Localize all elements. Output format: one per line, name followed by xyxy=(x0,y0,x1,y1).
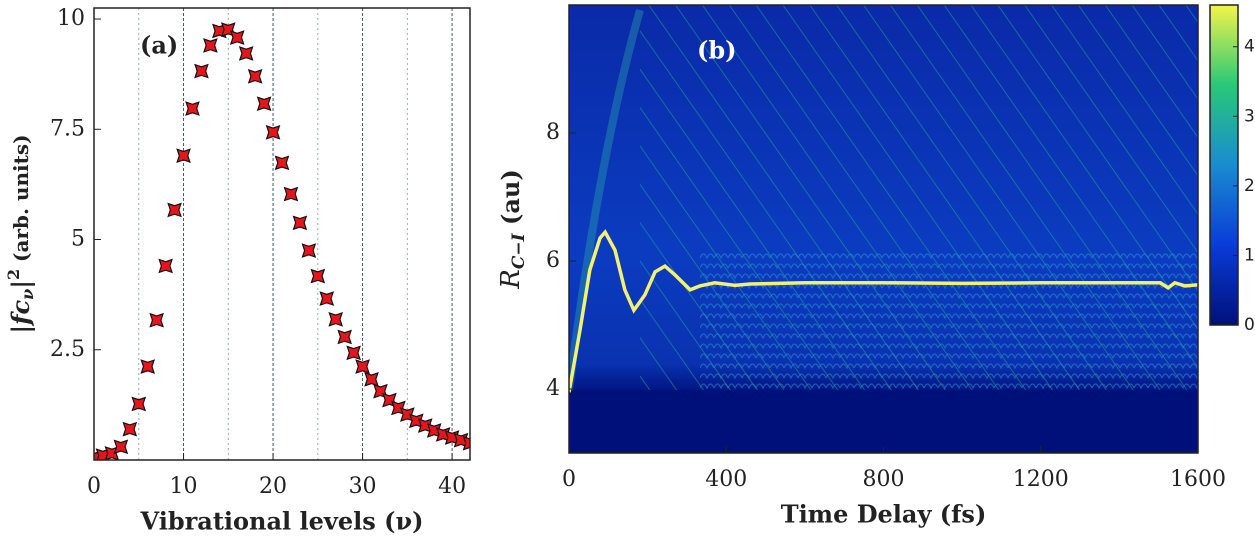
colorbar xyxy=(1209,4,1239,326)
y-axis-title: |fcν|2 (arb. units) xyxy=(4,134,37,333)
data-point xyxy=(185,101,200,116)
label-part: R xyxy=(496,269,526,290)
colorbar-tick-label: 2 xyxy=(1244,176,1255,196)
data-point xyxy=(346,345,361,361)
data-point xyxy=(113,439,129,455)
x-tick-label: 800 xyxy=(863,467,905,492)
data-point xyxy=(238,46,254,61)
y-tick-label: 5 xyxy=(71,227,85,252)
x-tick-label: 1200 xyxy=(1013,467,1069,492)
x-tick-label: 1600 xyxy=(1170,467,1226,492)
data-point xyxy=(176,148,191,164)
data-point xyxy=(274,155,290,171)
y-tick-label: 7.5 xyxy=(50,116,85,141)
plot-frame xyxy=(93,7,471,461)
x-tick-label: 30 xyxy=(349,474,377,499)
data-point xyxy=(265,125,281,140)
y-tick-label: 2.5 xyxy=(50,337,85,362)
label-part: | xyxy=(6,280,35,289)
label-part: 2 xyxy=(4,269,23,280)
data-point xyxy=(283,186,299,202)
data-point xyxy=(247,69,263,84)
y-tick-label: 10 xyxy=(57,6,85,31)
data-point xyxy=(256,96,272,112)
x-tick-label: 400 xyxy=(705,467,747,492)
data-point xyxy=(167,202,182,218)
data-point xyxy=(355,359,370,374)
data-point xyxy=(319,291,335,306)
data-point xyxy=(310,268,326,284)
colorbar-tick-label: 4 xyxy=(1244,37,1255,57)
y-tick-label: 4 xyxy=(546,376,560,401)
data-point xyxy=(292,215,308,231)
data-point xyxy=(328,312,344,327)
y-tick-label: 6 xyxy=(546,248,560,273)
label-part: ν xyxy=(18,289,37,300)
x-axis-title: Vibrational levels (ν) xyxy=(140,507,424,536)
data-point xyxy=(149,312,164,328)
y-tick-label: 8 xyxy=(546,120,560,145)
panel-label: (a) xyxy=(140,31,178,60)
panel-label: (b) xyxy=(697,36,737,65)
data-point xyxy=(140,359,156,374)
label-part: |fc xyxy=(6,300,35,334)
x-axis-title: Time Delay (fs) xyxy=(781,500,987,529)
label-part: C−I xyxy=(509,232,529,269)
line-series xyxy=(569,229,1198,393)
x-tick-label: 0 xyxy=(562,467,576,492)
x-tick-label: 40 xyxy=(438,474,466,499)
data-point xyxy=(364,371,379,387)
data-point xyxy=(337,329,352,345)
colorbar-tick-label: 1 xyxy=(1244,245,1255,265)
label-part: (arb. units) xyxy=(9,134,33,268)
y-axis-title: RC−I (au) xyxy=(496,169,529,289)
data-point xyxy=(131,396,147,412)
heatmap-image xyxy=(569,5,1198,453)
x-tick-label: 20 xyxy=(259,474,287,499)
data-point xyxy=(194,63,209,79)
x-tick-label: 10 xyxy=(170,474,198,499)
data-point xyxy=(301,243,317,258)
markers xyxy=(94,22,470,460)
data-point xyxy=(122,421,138,437)
label-part: (au) xyxy=(496,169,525,233)
data-point xyxy=(158,258,173,274)
colorbar-tick-label: 0 xyxy=(1244,315,1255,335)
plot-frame xyxy=(568,4,1199,454)
colorbar-tick-label: 3 xyxy=(1244,106,1255,126)
data-point xyxy=(229,30,245,45)
x-tick-label: 0 xyxy=(87,474,101,499)
data-point xyxy=(203,38,218,53)
